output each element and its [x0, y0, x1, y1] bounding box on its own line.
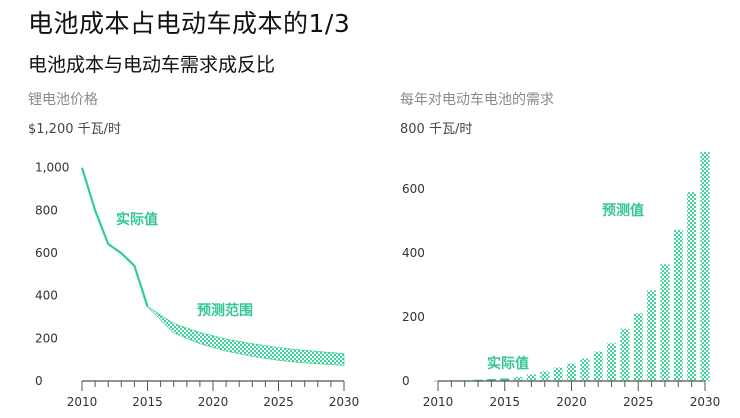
price-x-tick-label: 2015	[132, 395, 163, 409]
forecast-demand-bar	[687, 192, 697, 381]
page-title: 电池成本占电动车成本的1/3	[28, 9, 351, 38]
forecast-demand-bar	[647, 290, 657, 381]
price-y-tick-label: 200	[35, 331, 58, 345]
battery-demand-chart-title: 每年对电动车电池的需求	[400, 92, 554, 108]
forecast-demand-bar	[633, 313, 643, 381]
forecast-demand-bar	[673, 229, 683, 381]
price-y-tick-label: 400	[35, 289, 58, 303]
forecast-demand-bar	[567, 363, 576, 381]
price-x-tick-label: 2025	[263, 395, 294, 409]
battery-price-unit-label: $1,200 千瓦/时	[28, 122, 121, 137]
price-x-tick-label: 2030	[329, 395, 360, 409]
demand-y-tick-label: 0	[402, 374, 410, 388]
forecast-demand-bar	[700, 151, 710, 381]
demand-y-tick-label: 200	[402, 310, 425, 324]
demand-x-tick-label: 2020	[556, 395, 587, 409]
actual-price-line	[80, 167, 149, 307]
battery-demand-chart: 2010 2015 2020 2025 2030 0 200 400 600 实际值 预测值	[402, 151, 721, 409]
forecast-demand-bar	[526, 374, 536, 381]
forecast-demand-bar	[607, 343, 617, 381]
demand-y-tick-label: 400	[402, 246, 425, 260]
price-x-tick-label: 2020	[198, 395, 229, 409]
forecast-demand-bar	[513, 376, 523, 381]
battery-price-chart: 2010 2015 2020 2025 2030 0 200 400 600 800 1,000 实际…	[35, 161, 359, 409]
demand-x-tick-label: 2030	[690, 395, 721, 409]
demand-x-tick-label: 2025	[623, 395, 654, 409]
price-y-tick-label: 800	[35, 203, 58, 217]
forecast-demand-bar	[580, 358, 590, 381]
forecast-demand-bar	[593, 351, 603, 381]
demand-x-tick-label: 2010	[423, 395, 454, 409]
page-subtitle: 电池成本与电动车需求成反比	[28, 54, 276, 76]
battery-demand-unit-label: 800 千瓦/时	[400, 122, 473, 137]
price-x-tick-label: 2010	[67, 395, 98, 409]
demand-y-tick-label: 600	[402, 182, 425, 196]
forecast-demand-bar	[620, 328, 630, 381]
forecast-range-label: 预测范围	[197, 302, 253, 319]
actual-label: 实际值	[487, 355, 529, 372]
forecast-range-band	[147, 306, 345, 366]
battery-price-chart-title: 锂电池价格	[28, 92, 98, 108]
forecast-demand-bar	[553, 367, 563, 381]
forecast-label: 预测值	[602, 202, 644, 219]
forecast-demand-bar	[660, 264, 670, 381]
price-y-tick-label: 600	[35, 246, 58, 260]
actual-demand-bar	[473, 379, 483, 381]
actual-demand-bar	[486, 379, 496, 381]
price-y-tick-label: 0	[35, 374, 43, 388]
forecast-demand-bar	[540, 371, 550, 381]
actual-demand-bar	[500, 378, 510, 381]
price-y-tick-label: 1,000	[35, 161, 69, 175]
actual-label: 实际值	[116, 211, 158, 228]
demand-x-tick-label: 2015	[489, 395, 520, 409]
